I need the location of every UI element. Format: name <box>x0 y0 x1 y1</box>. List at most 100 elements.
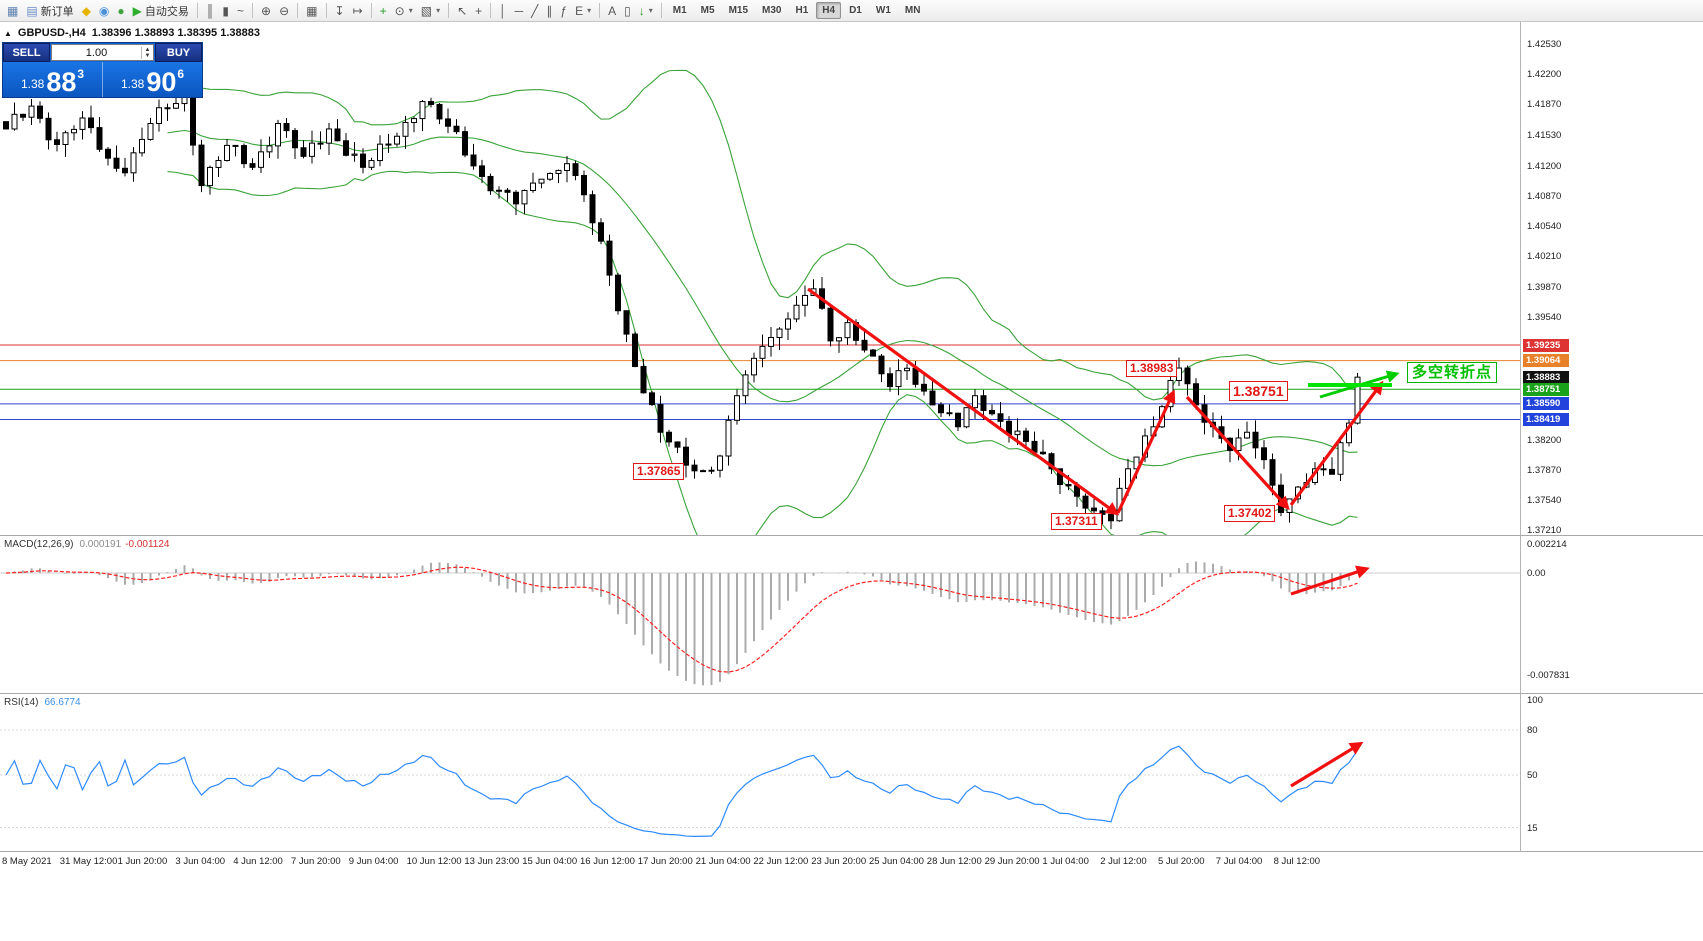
trendline-icon[interactable]: ╱ <box>527 1 542 20</box>
periods-icon[interactable]: ⊙ ▾ <box>391 1 417 20</box>
buy-price-pip: 6 <box>177 67 185 81</box>
time-axis-label: 5 Jul 20:00 <box>1158 856 1205 867</box>
price-tag[interactable]: 1.38419 <box>1523 413 1569 427</box>
alert-icon[interactable]: ◆ <box>78 1 95 20</box>
buy-button[interactable]: BUY <box>155 43 202 62</box>
timeframe-m1[interactable]: M1 <box>672 5 687 16</box>
trade-panel-controls: SELL 1.00 ▲ ▼ BUY <box>3 43 202 62</box>
tile-windows-icon[interactable]: ▦ <box>302 1 321 20</box>
one-click-trading-panel: SELL 1.00 ▲ ▼ BUY 1.38 88 3 1.38 90 6 <box>2 42 203 98</box>
timeframe-h1[interactable]: H1 <box>795 5 809 16</box>
new-order-button[interactable]: ▤ 新订单 <box>22 1 77 20</box>
volume-input[interactable]: 1.00 ▲ ▼ <box>51 44 154 61</box>
macd-name: MACD(12,26,9) <box>4 539 74 550</box>
bar-chart-icon[interactable]: ║ <box>202 1 219 20</box>
cursor-icon[interactable]: ↖ <box>453 1 471 20</box>
text-icon[interactable]: A <box>604 1 620 20</box>
community-icon[interactable]: ◉ <box>95 1 113 20</box>
price-tag[interactable]: 1.39064 <box>1523 354 1569 368</box>
macd-signal-value: -0.001124 <box>125 539 170 550</box>
timeframe-h4[interactable]: H4 <box>816 2 842 19</box>
label-icon[interactable]: ▯ <box>620 1 635 20</box>
timeframe-d1[interactable]: D1 <box>849 5 862 16</box>
timeframe-m15[interactable]: M15 <box>728 5 749 16</box>
price-annotation[interactable]: 1.37865 <box>633 463 685 480</box>
rsi-axis-label: 15 <box>1527 822 1538 834</box>
line-chart-icon-glyph: ~ <box>237 3 245 18</box>
turning-point-label[interactable]: 多空转折点 <box>1407 362 1498 383</box>
timeframe-m5[interactable]: M5 <box>700 5 715 16</box>
price-axis-label: 1.39540 <box>1527 312 1562 324</box>
timeframe-w1[interactable]: W1 <box>875 5 891 16</box>
time-axis-label: 3 Jun 04:00 <box>175 856 226 867</box>
toolbar-separator <box>196 3 198 18</box>
price-axis-label: 1.39870 <box>1527 282 1562 293</box>
time-axis-label: 8 May 2021 <box>2 856 52 867</box>
timeframe-mn[interactable]: MN <box>904 5 921 16</box>
fibonacci-icon[interactable]: ƒ <box>556 1 571 20</box>
templates-icon[interactable]: ▧ ▾ <box>417 1 444 20</box>
sell-price[interactable]: 1.38 88 3 <box>3 62 103 97</box>
pane-divider-macd[interactable] <box>0 535 1703 536</box>
chart-title: ▲ GBPUSD-,H4 1.38396 1.38893 1.38395 1.3… <box>4 27 260 39</box>
stepper-down-icon[interactable]: ▼ <box>144 52 151 59</box>
time-axis-label: 29 Jun 20:00 <box>984 856 1040 867</box>
cursor-icon-glyph: ↖ <box>457 3 468 18</box>
price-axis-label: 1.37210 <box>1527 525 1562 536</box>
autotrading-button-label: 自动交易 <box>144 5 189 18</box>
buy-price[interactable]: 1.38 90 6 <box>103 62 202 97</box>
price-annotation[interactable]: 1.37402 <box>1224 505 1276 522</box>
toolbar-group-scroll: ↧ ↦ <box>331 0 367 21</box>
time-axis-label: 10 Jun 12:00 <box>406 856 462 867</box>
zoom-out-icon-glyph: ⊖ <box>279 3 290 18</box>
price-tag[interactable]: 1.38883 <box>1523 370 1569 384</box>
text-icon-glyph: A <box>608 3 617 18</box>
price-tag[interactable]: 1.38590 <box>1523 397 1569 411</box>
timeframe-m30[interactable]: M30 <box>762 5 782 16</box>
time-axis-label: 13 Jun 23:00 <box>464 856 520 867</box>
fibonacci-icon-glyph: ƒ <box>560 3 568 18</box>
price-axis-label: 1.40210 <box>1527 250 1562 262</box>
community-icon-glyph: ◉ <box>98 3 110 18</box>
candle-chart-icon[interactable]: ▮ <box>218 1 233 20</box>
price-axis-label: 1.41530 <box>1527 130 1562 142</box>
zoom-out-icon[interactable]: ⊖ <box>275 1 293 20</box>
volume-value[interactable]: 1.00 <box>85 46 108 59</box>
buy-price-small: 1.38 <box>120 77 145 91</box>
toolbar-separator <box>660 3 662 18</box>
pane-divider-time[interactable] <box>0 851 1703 852</box>
stepper-up-icon[interactable]: ▲ <box>144 46 151 53</box>
chart-shift-icon[interactable]: ↦ <box>349 1 367 20</box>
line-chart-icon[interactable]: ~ <box>233 1 248 20</box>
zoom-in-icon[interactable]: ⊕ <box>257 1 275 20</box>
price-annotation[interactable]: 1.38751 <box>1229 381 1288 401</box>
candle-chart-icon-glyph: ▮ <box>222 3 230 18</box>
toolbar-separator <box>448 3 450 18</box>
new-chart-icon[interactable]: ▦ <box>3 1 22 20</box>
price-annotation[interactable]: 1.38983 <box>1126 360 1178 377</box>
horizontal-line-icon[interactable]: ─ <box>511 1 528 20</box>
auto-scroll-icon[interactable]: ↧ <box>331 1 349 20</box>
crosshair-icon[interactable]: + <box>471 1 486 20</box>
vertical-line-icon[interactable]: │ <box>495 1 511 20</box>
indicators-icon[interactable]: + <box>376 1 391 20</box>
pane-divider-rsi[interactable] <box>0 693 1703 694</box>
trend-arrows[interactable] <box>807 287 1400 788</box>
new-order-button-label: 新订单 <box>40 5 74 18</box>
channel-icon[interactable]: ∥ <box>542 1 556 20</box>
autotrading-button[interactable]: ▶ 自动交易 <box>129 1 193 20</box>
arrows-icon[interactable]: ↓ ▾ <box>635 1 657 20</box>
market-icon[interactable]: ● <box>113 1 128 20</box>
sell-button[interactable]: SELL <box>3 43 50 62</box>
price-annotation[interactable]: 1.37311 <box>1051 513 1102 530</box>
price-axis-label: 1.40870 <box>1527 190 1562 202</box>
cycles-icon[interactable]: E ▾ <box>571 1 595 20</box>
macd-axis-label: 0.00 <box>1527 568 1546 579</box>
price-axis-label: 1.38200 <box>1527 434 1562 446</box>
price-tag[interactable]: 1.38751 <box>1523 382 1569 396</box>
price-tag[interactable]: 1.39235 <box>1523 338 1569 352</box>
time-axis-label: 17 Jun 20:00 <box>637 856 693 867</box>
volume-stepper[interactable]: ▲ ▼ <box>141 46 153 59</box>
one-click-toggle-icon[interactable]: ▲ <box>4 28 12 38</box>
